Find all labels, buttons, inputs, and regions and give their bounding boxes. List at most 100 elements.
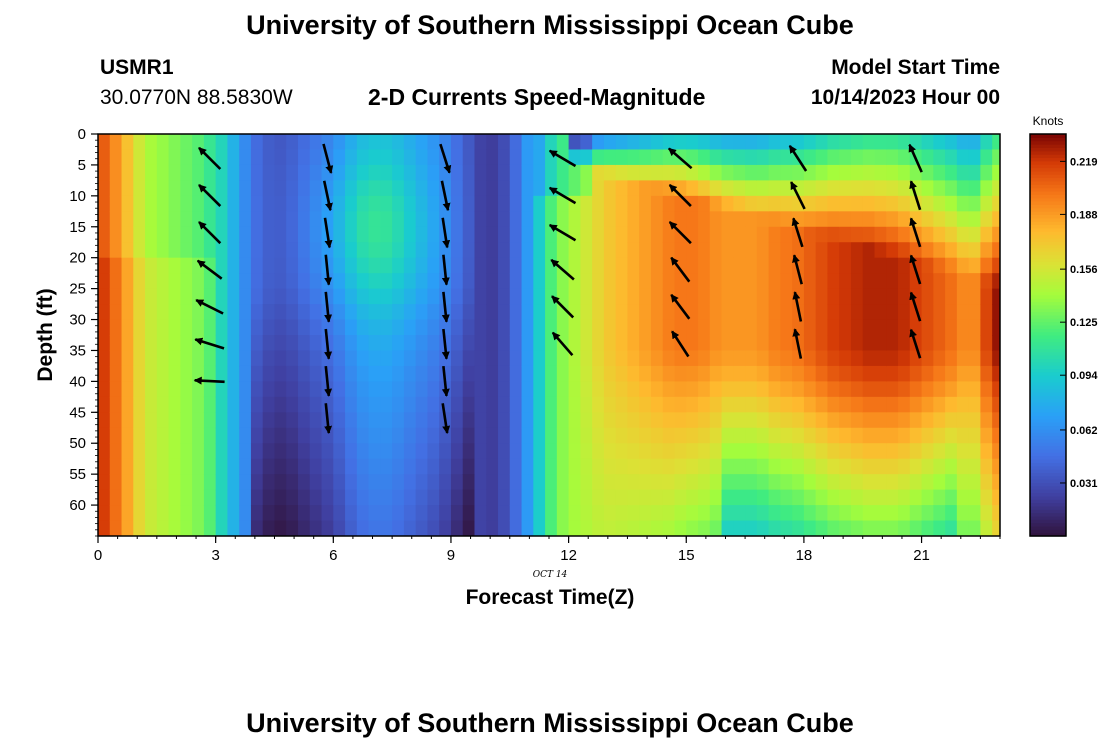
heatmap-cell [321,443,334,460]
heatmap-cell [956,257,970,274]
heatmap-cell [345,319,358,336]
heatmap-cell [992,412,1000,429]
heatmap-cell [298,304,311,321]
heatmap-cell [533,242,546,259]
heatmap-cell [792,443,805,460]
heatmap-cell [921,335,934,352]
heatmap-cell [862,381,876,398]
heatmap-cell [98,505,111,522]
heatmap-cell [639,211,652,228]
heatmap-cell [662,365,676,382]
heatmap-cell [98,226,111,243]
heatmap-cell [721,335,734,352]
heatmap-cell [262,134,276,151]
heatmap-cell [886,381,899,398]
heatmap-cell [309,520,323,536]
heatmap-cell [780,273,793,290]
colorbar-segment [1030,180,1066,185]
heatmap-cell [639,273,652,290]
heatmap-cell [215,412,229,429]
heatmap-cell [768,273,781,290]
heatmap-cell [756,273,770,290]
heatmap-cell [603,505,617,522]
heatmap-cell [674,273,687,290]
heatmap-cell [721,180,734,197]
heatmap-cell [121,505,134,522]
heatmap-cell [850,350,864,367]
current-vector-arrow [441,291,450,323]
heatmap-cell [850,257,864,274]
heatmap-cell [874,443,887,460]
heatmap-cell [156,458,170,475]
heatmap-cell [133,350,146,367]
heatmap-cell [392,335,405,352]
heatmap-cell [615,443,629,460]
heatmap-cell [592,489,605,506]
heatmap-cell [168,273,181,290]
heatmap-cell [286,226,299,243]
heatmap-cell [662,273,676,290]
heatmap-cell [721,505,734,522]
heatmap-cell [403,458,417,475]
heatmap-cell [403,242,417,259]
heatmap-cell [627,335,640,352]
heatmap-cell [827,226,840,243]
heatmap-cell [780,505,793,522]
colorbar-segment [1030,365,1066,370]
heatmap-cell [486,350,499,367]
heatmap-cell [121,474,134,491]
heatmap-cell [803,180,817,197]
heatmap-cell [498,149,511,166]
heatmap-cell [521,489,534,506]
heatmap-cell [133,257,146,274]
heatmap-cell [945,474,958,491]
heatmap-cell [850,381,864,398]
heatmap-cell [498,211,511,228]
heatmap-cell [945,489,958,506]
heatmap-cell [250,257,264,274]
heatmap-cell [215,257,229,274]
heatmap-cell [356,365,370,382]
heatmap-cell [545,489,558,506]
heatmap-cell [356,335,370,352]
current-vector-arrow [196,259,223,280]
heatmap-cell [874,427,887,444]
heatmap-cell [968,412,981,429]
heatmap-cell [121,149,134,166]
heatmap-cell [509,396,523,413]
heatmap-cell [803,443,817,460]
heatmap-cell [650,319,664,336]
heatmap-cell [615,211,629,228]
heatmap-cell [721,412,734,429]
heatmap-cell [839,164,852,181]
heatmap-cell [356,211,370,228]
heatmap-cell [309,164,323,181]
heatmap-cell [521,242,534,259]
heatmap-cell [368,443,381,460]
heatmap-cell [203,288,217,305]
heatmap-cell [721,458,734,475]
heatmap-cell [286,273,299,290]
heatmap-cell [850,319,864,336]
heatmap-cell [780,164,793,181]
heatmap-cell [780,242,793,259]
y-tick-label: 30 [69,312,86,329]
heatmap-cell [674,319,687,336]
heatmap-cell [121,134,134,151]
heatmap-cell [756,242,770,259]
heatmap-cell [615,412,629,429]
heatmap-cell [215,474,229,491]
heatmap-cell [992,242,1000,259]
heatmap-cell [462,273,476,290]
heatmap-cell [615,242,629,259]
heatmap-cell [639,288,652,305]
heatmap-cell [133,458,146,475]
heatmap-cell [686,149,699,166]
heatmap-cell [898,319,911,336]
heatmap-cell [250,520,264,536]
heatmap-cell [898,412,911,429]
heatmap-cell [380,381,393,398]
heatmap-cell [921,319,934,336]
heatmap-cell [168,319,181,336]
heatmap-cell [862,520,876,536]
